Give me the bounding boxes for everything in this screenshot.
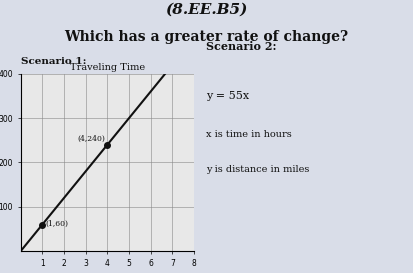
Text: Scenario 2:: Scenario 2: — [206, 41, 277, 52]
Text: (8.EE.B5): (8.EE.B5) — [165, 2, 248, 16]
Text: x is time in hours: x is time in hours — [206, 130, 292, 139]
Text: y is distance in miles: y is distance in miles — [206, 165, 310, 174]
Text: Scenario 1:: Scenario 1: — [21, 57, 87, 66]
Text: Which has a greater rate of change?: Which has a greater rate of change? — [64, 30, 349, 44]
Text: y = 55x: y = 55x — [206, 91, 249, 101]
Title: Traveling Time: Traveling Time — [70, 63, 145, 72]
Text: (4,240): (4,240) — [77, 135, 105, 143]
Text: (1,60): (1,60) — [45, 219, 69, 227]
